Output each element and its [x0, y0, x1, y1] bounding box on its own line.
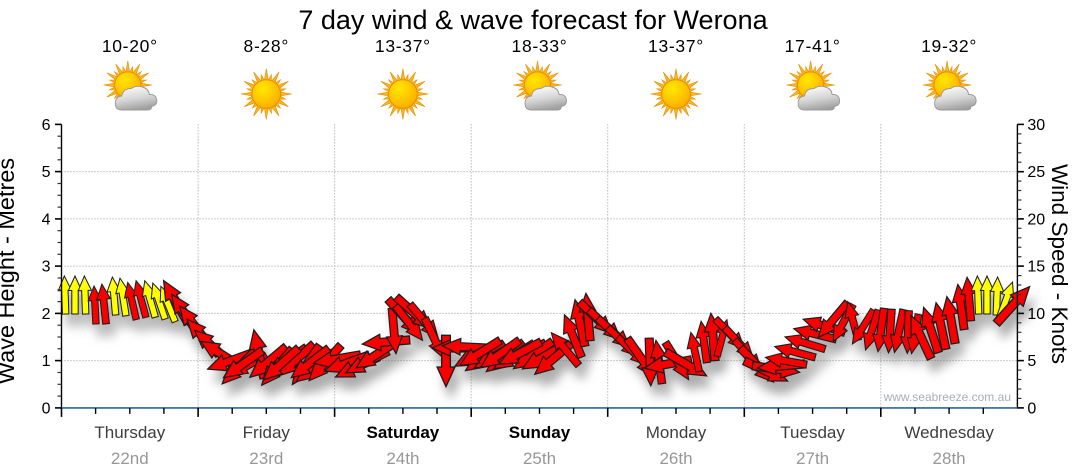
- svg-text:Friday: Friday: [243, 423, 291, 442]
- svg-text:3: 3: [42, 259, 51, 276]
- svg-text:Tuesday: Tuesday: [780, 423, 845, 442]
- svg-text:28th: 28th: [933, 449, 966, 468]
- svg-text:0: 0: [42, 400, 51, 417]
- svg-text:Sunday: Sunday: [509, 423, 571, 442]
- svg-text:0: 0: [1027, 400, 1036, 417]
- svg-text:25th: 25th: [523, 449, 556, 468]
- svg-text:10-20°: 10-20°: [102, 36, 158, 56]
- svg-text:19-32°: 19-32°: [921, 36, 977, 56]
- svg-text:25: 25: [1027, 164, 1045, 181]
- svg-text:2: 2: [42, 306, 51, 323]
- svg-text:Wednesday: Wednesday: [904, 423, 994, 442]
- svg-text:22nd: 22nd: [111, 449, 149, 468]
- svg-text:18-33°: 18-33°: [512, 36, 568, 56]
- svg-text:24th: 24th: [386, 449, 419, 468]
- svg-text:Monday: Monday: [646, 423, 707, 442]
- svg-text:1: 1: [42, 353, 51, 370]
- svg-text:30: 30: [1027, 117, 1045, 134]
- svg-text:13-37°: 13-37°: [648, 36, 704, 56]
- svg-text:20: 20: [1027, 211, 1045, 228]
- svg-text:15: 15: [1027, 259, 1045, 276]
- svg-text:17-41°: 17-41°: [785, 36, 841, 56]
- svg-text:Saturday: Saturday: [367, 423, 440, 442]
- svg-text:5: 5: [42, 164, 51, 181]
- svg-text:10: 10: [1027, 306, 1045, 323]
- svg-text:27th: 27th: [796, 449, 829, 468]
- svg-text:www.seabreeze.com.au: www.seabreeze.com.au: [883, 390, 1011, 404]
- svg-text:Wave Height - Metres: Wave Height - Metres: [0, 158, 19, 384]
- svg-text:26th: 26th: [659, 449, 692, 468]
- svg-text:Wind Speed - Knots: Wind Speed - Knots: [1047, 164, 1072, 364]
- svg-text:6: 6: [42, 117, 51, 134]
- svg-text:7 day wind & wave forecast for: 7 day wind & wave forecast for Werona: [298, 5, 768, 35]
- svg-text:13-37°: 13-37°: [375, 36, 431, 56]
- svg-text:8-28°: 8-28°: [244, 36, 290, 56]
- svg-text:5: 5: [1027, 353, 1036, 370]
- svg-text:23rd: 23rd: [249, 449, 283, 468]
- svg-text:4: 4: [42, 211, 51, 228]
- svg-text:Thursday: Thursday: [94, 423, 165, 442]
